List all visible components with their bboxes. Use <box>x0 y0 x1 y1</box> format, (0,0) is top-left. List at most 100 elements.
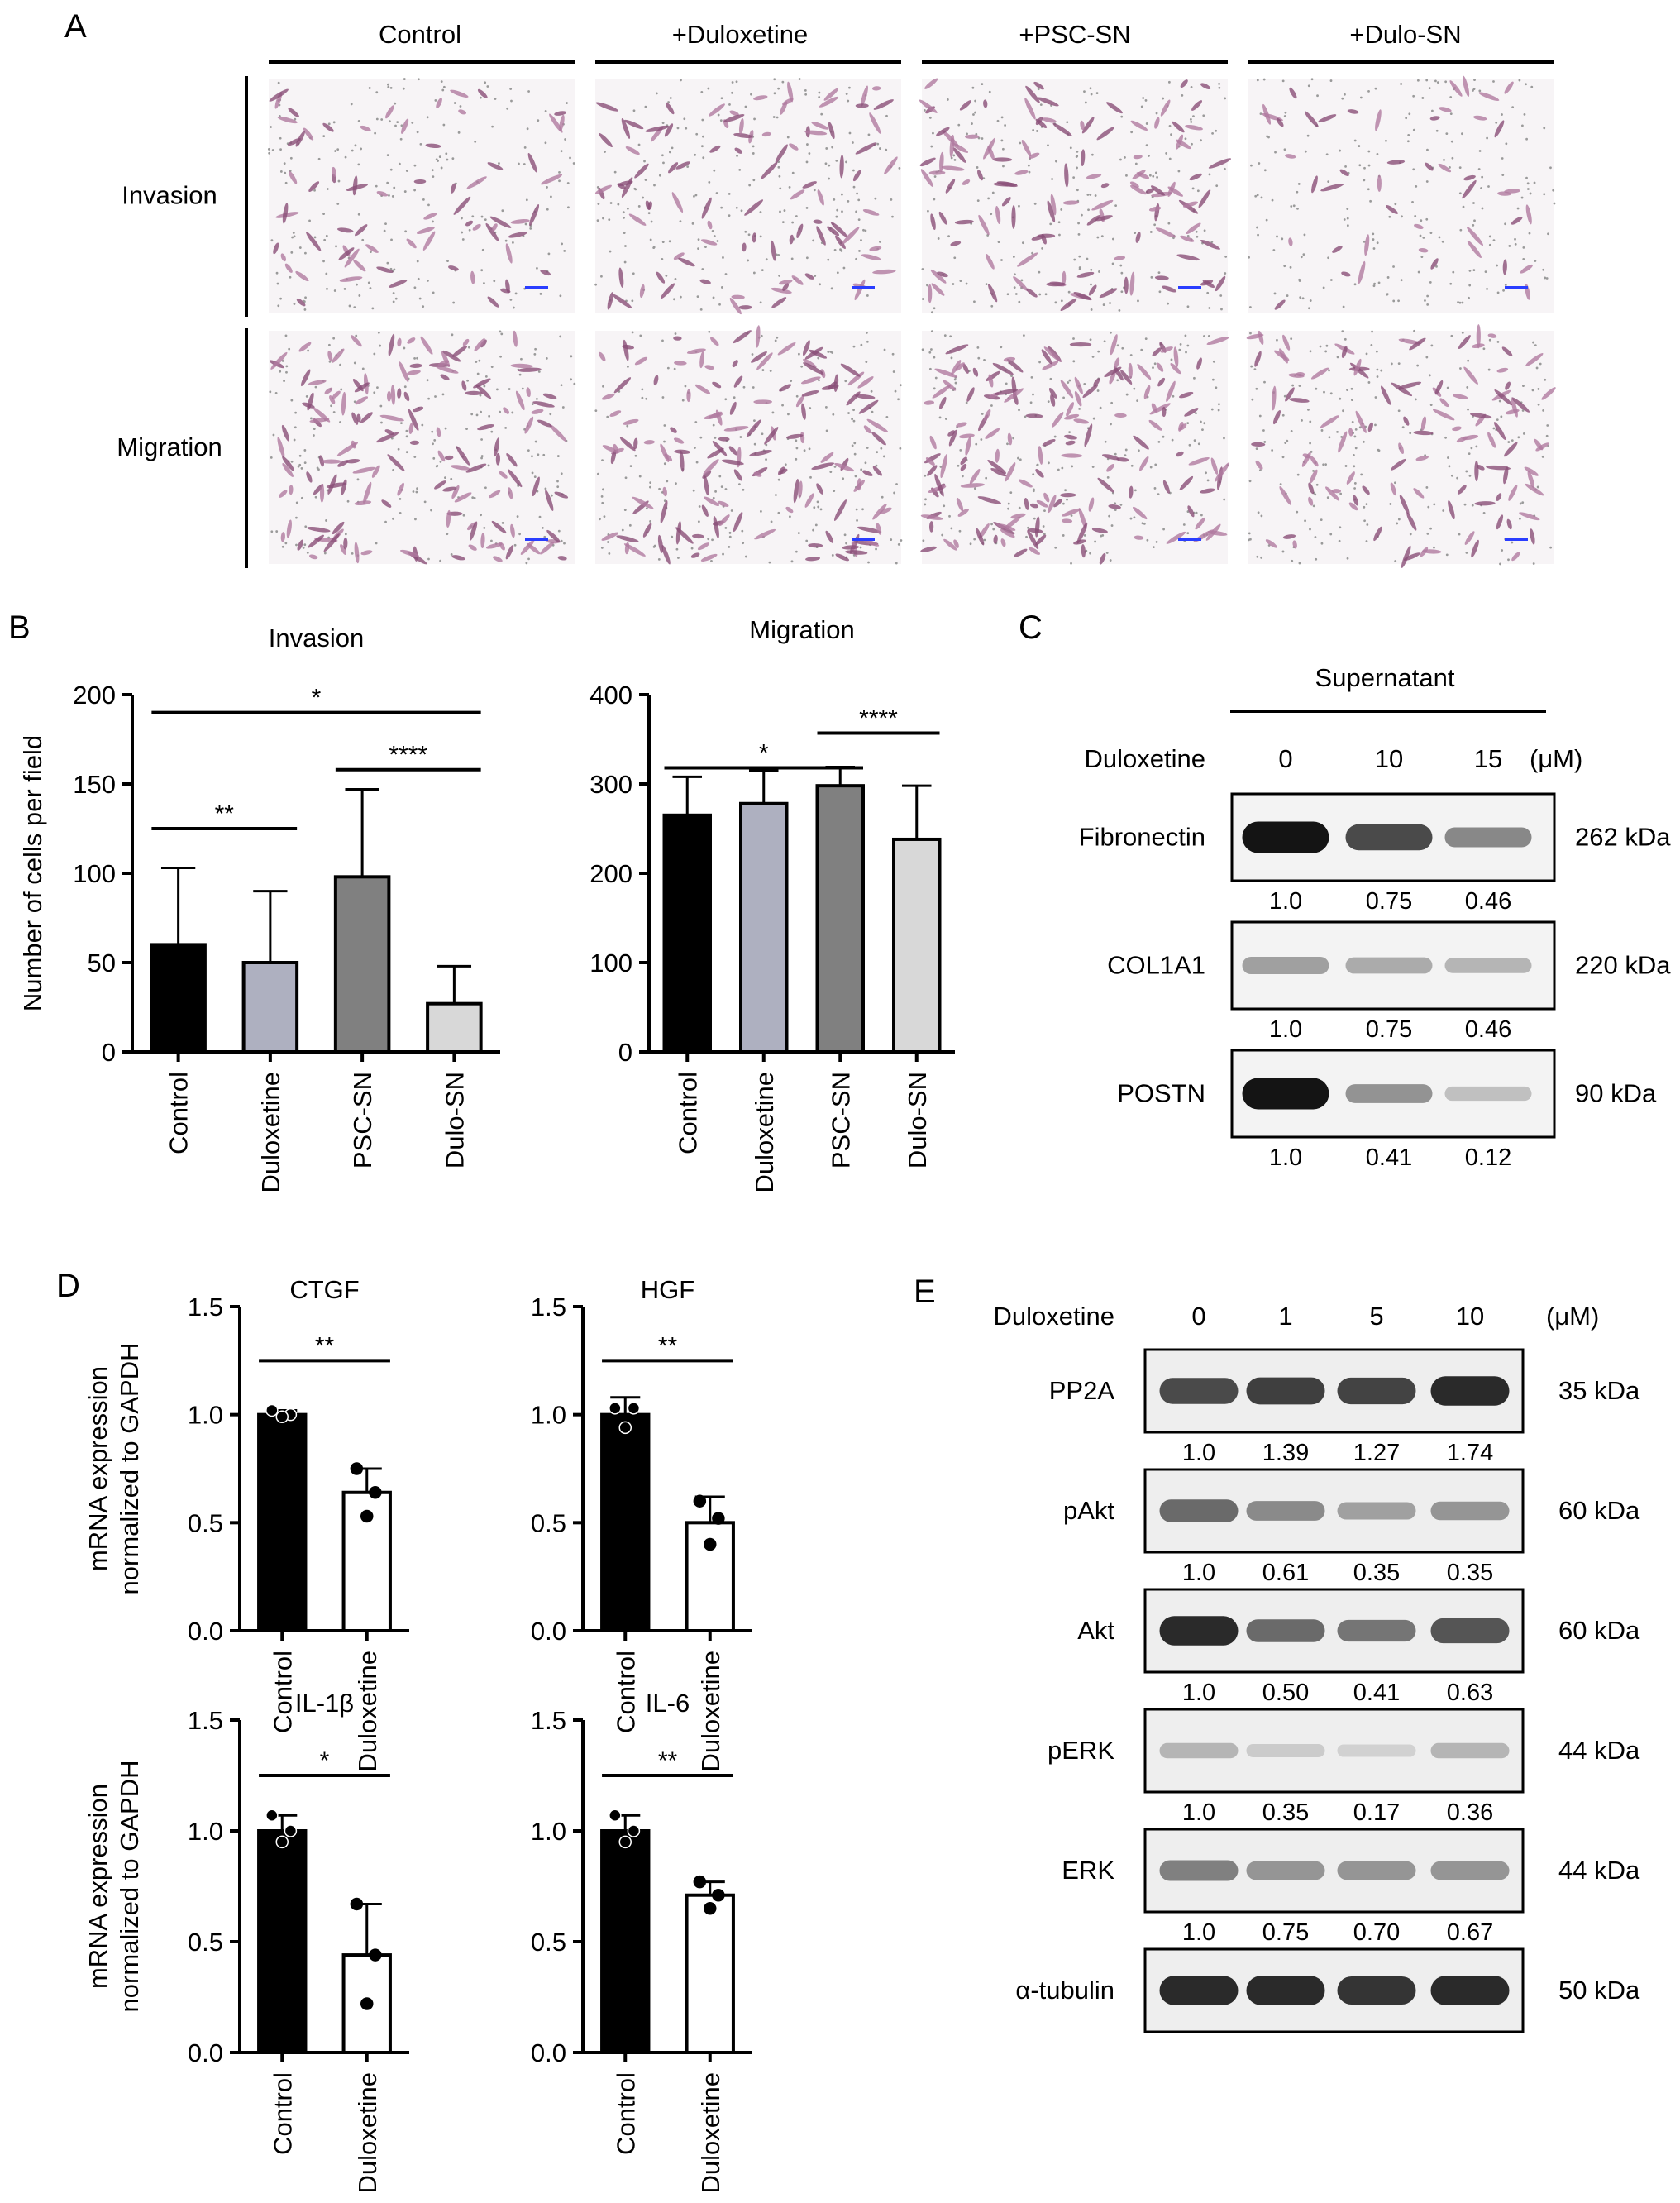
membrane-pore <box>432 175 435 178</box>
membrane-pore <box>1001 147 1005 151</box>
stained-cell <box>1128 362 1133 380</box>
membrane-pore <box>1081 213 1083 217</box>
membrane-pore <box>1376 368 1379 371</box>
y-axis-label-line: mRNA expression <box>84 1366 112 1571</box>
membrane-pore <box>708 330 711 333</box>
stained-cell <box>884 156 898 175</box>
membrane-pore <box>795 447 799 450</box>
membrane-pore <box>638 475 642 478</box>
membrane-pore <box>1266 135 1268 138</box>
stained-cell <box>1048 387 1057 399</box>
protein-band <box>1159 1499 1239 1522</box>
stained-cell <box>862 208 880 216</box>
membrane-pore <box>1116 379 1119 382</box>
membrane-pore <box>400 124 403 127</box>
membrane-pore <box>652 246 656 250</box>
membrane-pore <box>1397 518 1401 521</box>
stained-cell <box>673 252 685 260</box>
membrane-pore <box>1450 474 1453 477</box>
membrane-pore <box>1098 270 1100 273</box>
stained-cell <box>387 454 405 471</box>
membrane-pore <box>483 282 485 284</box>
y-tick-label: 200 <box>73 681 116 710</box>
band-quantification: 1.0 <box>1182 1440 1215 1466</box>
membrane-pore <box>814 523 818 527</box>
membrane-pore <box>541 526 544 529</box>
membrane-pore <box>534 440 537 443</box>
stained-cell <box>675 161 690 170</box>
membrane-pore <box>805 256 809 260</box>
stained-cell <box>803 358 817 368</box>
membrane-pore <box>1504 222 1506 226</box>
membrane-pore <box>602 488 604 491</box>
membrane-pore <box>720 97 723 100</box>
membrane-pore <box>1422 236 1425 239</box>
stained-cell <box>1167 186 1183 197</box>
membrane-pore <box>777 87 780 90</box>
stained-cell <box>1060 380 1074 399</box>
membrane-pore <box>300 496 303 499</box>
stained-cell <box>1341 271 1351 277</box>
stained-cell <box>1215 462 1230 482</box>
membrane-pore <box>1521 124 1524 127</box>
membrane-pore <box>1043 533 1046 536</box>
membrane-pore <box>695 461 699 464</box>
stained-cell <box>1062 200 1080 205</box>
membrane-pore <box>1152 546 1155 548</box>
stained-cell <box>546 529 561 543</box>
membrane-pore <box>1217 409 1220 412</box>
stained-cell <box>1061 518 1073 523</box>
stained-cell <box>354 542 360 564</box>
membrane-pore <box>1501 174 1505 177</box>
stained-cell <box>969 469 981 485</box>
stained-cell <box>670 427 677 433</box>
membrane-pore <box>860 468 863 471</box>
membrane-pore <box>1114 509 1117 512</box>
membrane-pore <box>828 164 831 167</box>
membrane-pore <box>1396 522 1399 525</box>
membrane-pore <box>609 250 612 253</box>
stained-cell <box>1088 497 1095 512</box>
stained-cell <box>470 270 475 284</box>
membrane-pore <box>1429 281 1432 284</box>
membrane-pore <box>927 209 929 213</box>
membrane-pore <box>1032 128 1035 131</box>
membrane-pore <box>1397 362 1401 366</box>
membrane-pore <box>339 421 341 423</box>
membrane-pore <box>775 494 777 496</box>
x-tick-label: Control <box>268 2072 297 2155</box>
membrane-pore <box>1290 430 1293 432</box>
membrane-pore <box>1365 503 1368 505</box>
membrane-pore <box>1534 344 1537 347</box>
membrane-pore <box>376 386 379 389</box>
stained-cell <box>749 450 772 456</box>
stained-cell <box>1148 206 1162 212</box>
membrane-pore <box>777 511 780 514</box>
data-point <box>265 1403 279 1417</box>
membrane-pore <box>668 240 671 243</box>
membrane-pore <box>432 291 435 294</box>
membrane-pore <box>777 478 780 481</box>
membrane-pore <box>391 195 394 198</box>
stained-cell <box>303 127 314 141</box>
membrane-pore <box>1031 251 1034 255</box>
membrane-pore <box>1386 276 1390 279</box>
membrane-pore <box>805 160 809 164</box>
membrane-pore <box>1542 409 1545 412</box>
membrane-pore <box>1027 164 1030 167</box>
membrane-pore <box>1211 131 1214 135</box>
membrane-pore <box>480 438 483 441</box>
membrane-pore <box>298 463 302 466</box>
membrane-pore <box>1312 504 1315 508</box>
membrane-pore <box>1350 387 1353 390</box>
membrane-pore <box>1203 229 1206 232</box>
membrane-pore <box>545 357 548 360</box>
membrane-pore <box>1444 80 1448 84</box>
protein-band <box>1430 1501 1510 1521</box>
membrane-pore <box>939 466 943 468</box>
stained-cell <box>450 183 456 194</box>
membrane-pore <box>279 136 282 140</box>
membrane-pore <box>711 538 714 542</box>
y-tick-label: 0.0 <box>531 1617 566 1646</box>
membrane-pore <box>1526 188 1530 190</box>
